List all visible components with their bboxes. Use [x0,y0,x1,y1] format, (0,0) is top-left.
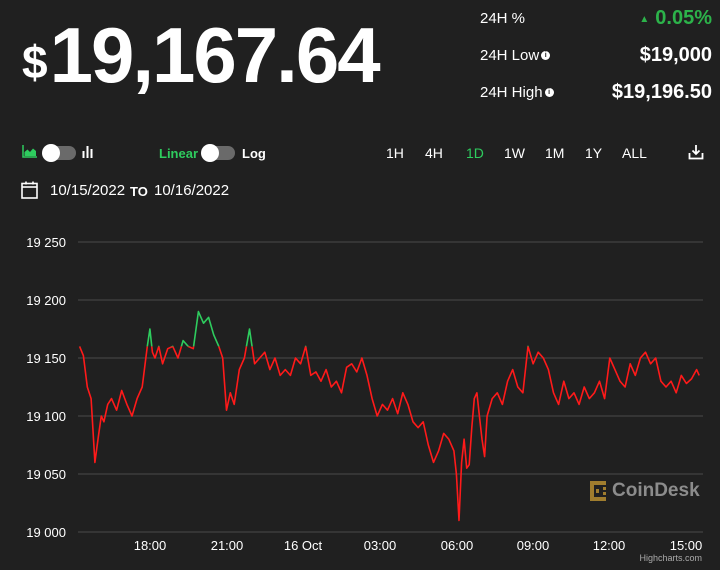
low-label: 24H Low [480,46,540,64]
stat-label: 24H High i [480,84,554,101]
log-scale-label[interactable]: Log [242,146,266,161]
date-to[interactable]: 10/16/2022 [154,182,230,199]
currency-symbol: $ [22,36,48,88]
x-tick-label: 03:00 [363,538,397,553]
range-all[interactable]: ALL [622,145,647,161]
y-tick-label: 19 000 [26,525,66,540]
chart-type-toggle[interactable] [42,144,76,162]
stat-label: 24H % [480,9,526,27]
x-tick-label: 16 Oct [283,538,323,553]
stat-24h-change: 24H % ▲ 0.05% [480,3,712,33]
coindesk-watermark: CoinDesk [590,480,700,502]
y-tick-label: 19 150 [26,351,66,366]
range-1y[interactable]: 1Y [585,145,603,161]
coindesk-brand: CoinDesk [612,480,700,501]
low-value: $19,000 [639,43,712,66]
range-1h[interactable]: 1H [386,145,404,161]
range-1m[interactable]: 1M [545,145,565,161]
info-icon[interactable]: i [541,50,551,60]
stat-value: ▲ 0.05% [639,7,712,30]
download-icon[interactable] [688,144,704,160]
y-tick-label: 19 250 [26,235,66,250]
x-tick-label: 12:00 [592,538,626,553]
toggle-knob [42,144,60,162]
price-line-below-open [78,346,700,522]
y-tick-label: 19 050 [26,467,66,482]
high-value: $19,196.50 [611,80,712,103]
change-value: 0.05% [655,6,712,29]
y-tick-label: 19 100 [26,409,66,424]
x-tick-label: 15:00 [669,538,703,553]
range-1d[interactable]: 1D [466,145,484,161]
highcharts-credit-link[interactable]: Highcharts.com [639,553,702,563]
info-icon[interactable]: i [544,87,554,97]
stat-24h-low: 24H Low i $19,000 [480,40,712,70]
area-chart-icon[interactable] [22,145,37,158]
toggle-knob [201,144,219,162]
y-tick-label: 19 200 [26,293,66,308]
coindesk-logo-icon [590,481,606,501]
up-triangle-icon: ▲ [639,13,650,25]
stat-24h-high: 24H High i $19,196.50 [480,77,712,107]
x-tick-label: 18:00 [133,538,167,553]
current-price: $19,167.64 [22,10,381,107]
bar-chart-icon[interactable] [82,145,94,158]
grid-lines [78,241,703,533]
date-from[interactable]: 10/15/2022 [50,182,126,199]
date-separator: TO [130,184,148,199]
range-4h[interactable]: 4H [425,145,443,161]
price-value: 19,167.64 [49,11,381,99]
x-tick-label: 21:00 [210,538,244,553]
stat-label: 24H Low i [480,46,551,64]
linear-scale-label[interactable]: Linear [159,146,199,161]
x-tick-label: 09:00 [516,538,550,553]
range-1w[interactable]: 1W [504,145,525,161]
high-label: 24H High [480,83,543,101]
chart-toolbar: Linear Log 1H 4H 1D 1W 1M 1Y ALL [0,140,720,166]
calendar-icon[interactable] [21,181,38,199]
scale-toggle[interactable] [201,144,235,162]
x-tick-label: 06:00 [440,538,474,553]
